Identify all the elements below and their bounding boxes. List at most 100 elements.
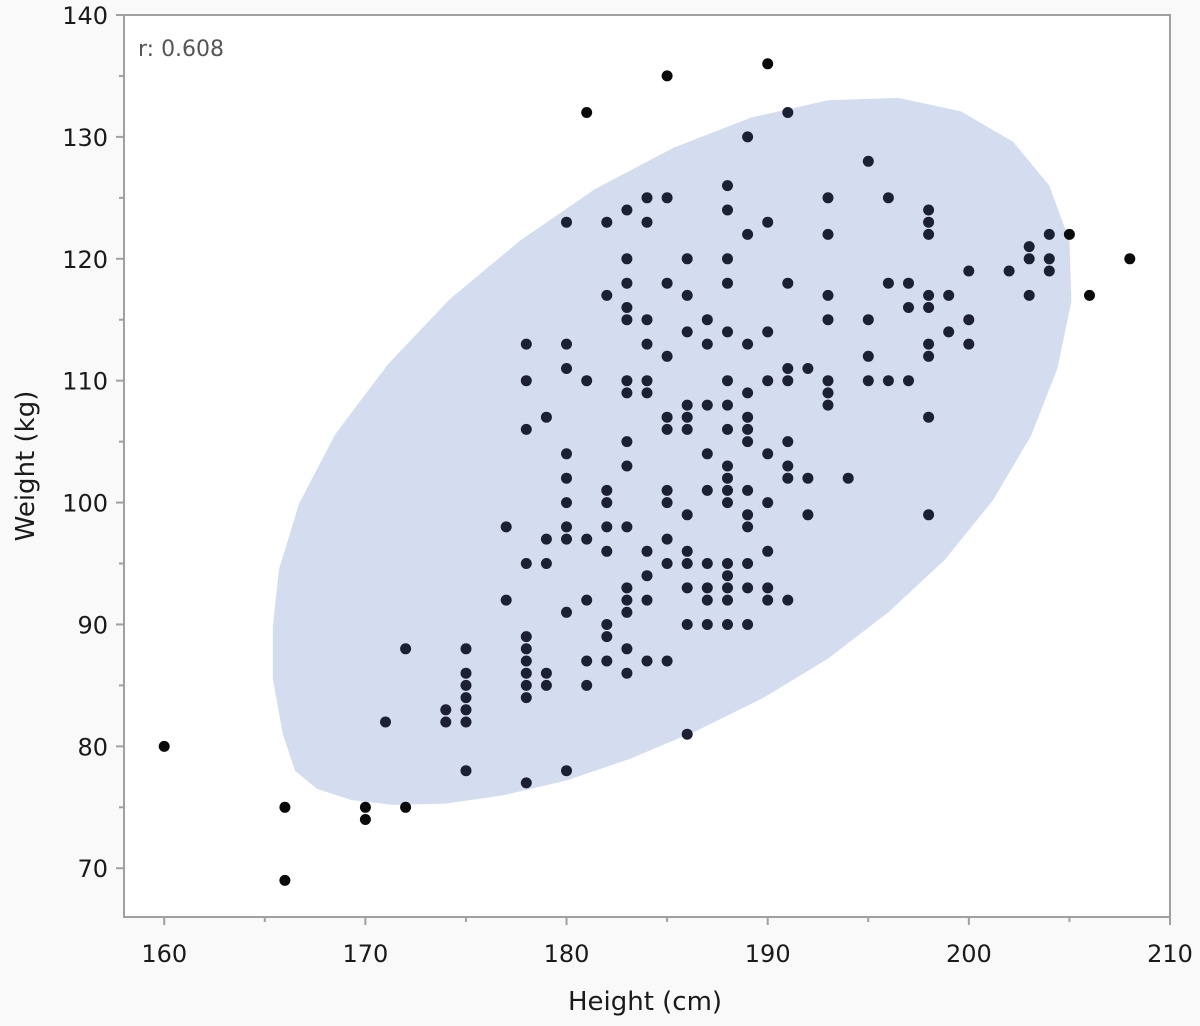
data-point [621, 582, 633, 594]
data-point [661, 655, 673, 667]
data-point [923, 228, 935, 240]
y-axis-title: Weight (kg) [11, 391, 41, 542]
data-point [641, 338, 653, 350]
data-point [742, 423, 754, 435]
data-point [742, 131, 754, 143]
data-point [561, 497, 572, 509]
data-point [661, 70, 673, 82]
data-point [621, 460, 633, 472]
data-point [661, 411, 673, 423]
data-point [520, 667, 532, 679]
data-point [923, 216, 935, 228]
data-point [359, 814, 371, 825]
data-point [1023, 289, 1035, 301]
data-point [842, 472, 854, 484]
data-point [742, 436, 754, 448]
data-point [681, 619, 693, 630]
data-point [520, 692, 532, 704]
data-point [1043, 228, 1055, 240]
data-point [701, 558, 713, 569]
data-point [681, 253, 693, 265]
data-point [822, 289, 834, 301]
data-point [681, 582, 693, 594]
data-point [681, 411, 693, 423]
density-ellipse-layer [272, 97, 1072, 805]
data-point [822, 399, 834, 411]
data-point [701, 582, 713, 594]
data-point [681, 509, 693, 521]
data-point [661, 484, 673, 496]
data-point [621, 606, 633, 618]
data-point [782, 460, 794, 472]
x-tick-label: 210 [1147, 940, 1193, 968]
data-point [661, 533, 673, 545]
data-point [681, 728, 693, 740]
x-tick-label: 180 [544, 940, 590, 968]
data-point [782, 277, 794, 289]
data-point [460, 704, 472, 716]
data-point [742, 411, 754, 423]
data-point [500, 594, 512, 606]
data-point [701, 619, 713, 630]
y-tick-label: 140 [62, 2, 108, 30]
y-tick-label: 120 [62, 246, 108, 274]
data-point [1084, 289, 1095, 301]
data-point [460, 643, 472, 655]
data-point [822, 387, 834, 399]
data-point [601, 216, 613, 228]
data-point [822, 314, 834, 326]
data-point [742, 582, 754, 594]
data-point [701, 448, 713, 460]
data-point [963, 338, 975, 350]
data-point [762, 545, 774, 557]
data-point [621, 521, 633, 533]
data-point [862, 375, 874, 387]
data-point [782, 375, 794, 387]
data-point [742, 509, 754, 521]
data-point [641, 314, 653, 326]
data-point [923, 204, 935, 216]
data-point [742, 484, 754, 496]
y-tick-label: 80 [77, 733, 108, 761]
data-point [520, 338, 532, 350]
data-point [661, 350, 673, 362]
data-point [460, 692, 472, 704]
data-point [601, 497, 613, 509]
data-point [621, 667, 633, 679]
data-point [400, 801, 412, 813]
data-point [742, 558, 754, 569]
data-point [460, 679, 472, 691]
data-point [1063, 228, 1075, 240]
data-point [601, 655, 613, 667]
data-point [701, 338, 713, 350]
data-point [722, 204, 733, 216]
data-point [540, 411, 552, 423]
data-point [903, 302, 914, 313]
data-point [520, 631, 532, 643]
data-point [762, 375, 774, 387]
data-point [359, 801, 371, 813]
data-point [661, 497, 673, 509]
data-point [701, 594, 713, 606]
data-point [963, 265, 975, 277]
data-point [742, 619, 754, 630]
data-point [621, 302, 633, 313]
data-point [722, 594, 733, 606]
data-point [762, 216, 774, 228]
data-point [762, 326, 774, 338]
data-point [621, 204, 633, 216]
data-point [581, 533, 593, 545]
data-point [621, 253, 633, 265]
data-point [621, 594, 633, 606]
data-point [540, 558, 552, 569]
data-point [621, 436, 633, 448]
data-point [722, 399, 733, 411]
x-tick-label: 170 [342, 940, 388, 968]
data-point [782, 472, 794, 484]
data-point [561, 521, 572, 533]
data-point [641, 192, 653, 204]
x-tick-label: 160 [141, 940, 187, 968]
data-point [923, 350, 935, 362]
data-point [701, 399, 713, 411]
